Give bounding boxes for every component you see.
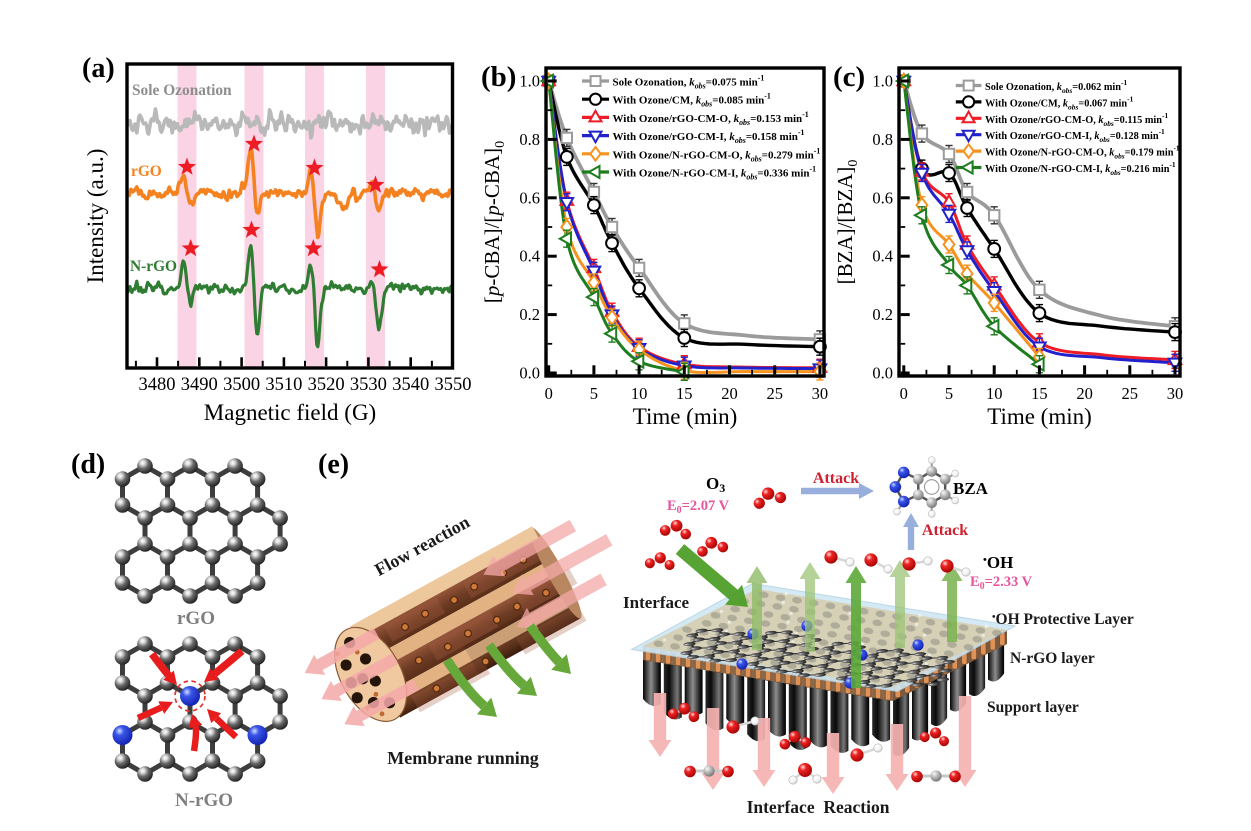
svg-text:25: 25 <box>766 384 783 403</box>
svg-text:rGO: rGO <box>177 608 215 629</box>
svg-text:With Ozone/rGO-CM-I, kobs=0.12: With Ozone/rGO-CM-I, kobs=0.128 min-1 <box>985 127 1165 144</box>
svg-text:3550: 3550 <box>435 375 472 395</box>
svg-text:3540: 3540 <box>392 375 429 395</box>
svg-text:3530: 3530 <box>350 375 387 395</box>
svg-text:0.0: 0.0 <box>519 364 540 383</box>
svg-text:•OH Protective Layer: •OH Protective Layer <box>992 611 1134 628</box>
svg-text:0: 0 <box>900 384 908 403</box>
svg-text:Membrane running: Membrane running <box>387 748 539 768</box>
svg-text:Attack: Attack <box>813 470 859 487</box>
svg-text:5: 5 <box>945 384 953 403</box>
svg-text:With Ozone/N-rGO-CM-I, kobs=0.: With Ozone/N-rGO-CM-I, kobs=0.336 min-1 <box>613 165 817 182</box>
svg-text:Magnetic field (G): Magnetic field (G) <box>204 400 376 425</box>
svg-text:10: 10 <box>986 384 1003 403</box>
svg-text:With Ozone/rGO-CM-O, kobs=0.15: With Ozone/rGO-CM-O, kobs=0.153 min-1 <box>613 110 809 127</box>
svg-text:3510: 3510 <box>265 375 302 395</box>
svg-text:0.2: 0.2 <box>519 305 540 324</box>
svg-text:Interface Reaction: Interface Reaction <box>747 797 890 817</box>
svg-text:Sole Ozonation: Sole Ozonation <box>132 82 232 99</box>
svg-text:With Ozone/N-rGO-CM-I, kobs=0.: With Ozone/N-rGO-CM-I, kobs=0.216 min-1 <box>985 160 1176 177</box>
svg-text:Sole Ozonation, kobs=0.075 min: Sole Ozonation, kobs=0.075 min-1 <box>613 74 765 91</box>
svg-text:3480: 3480 <box>139 375 176 395</box>
svg-text:N-rGO: N-rGO <box>130 258 177 275</box>
svg-text:15: 15 <box>676 384 693 403</box>
svg-text:E0=2.07 V: E0=2.07 V <box>667 498 730 516</box>
svg-text:Sole Ozonation, kobs=0.062 min: Sole Ozonation, kobs=0.062 min-1 <box>985 78 1127 95</box>
svg-text:Intensity (a.u.): Intensity (a.u.) <box>83 149 108 284</box>
svg-text:15: 15 <box>1031 384 1048 403</box>
svg-text:(e): (e) <box>318 449 349 480</box>
svg-text:30: 30 <box>812 384 829 403</box>
svg-text:With Ozone/N-rGO-CM-O, kobs=0.: With Ozone/N-rGO-CM-O, kobs=0.279 min-1 <box>613 146 821 163</box>
svg-text:0.8: 0.8 <box>872 130 893 149</box>
svg-text:20: 20 <box>721 384 738 403</box>
svg-text:1.0: 1.0 <box>872 72 893 91</box>
svg-text:3490: 3490 <box>181 375 218 395</box>
svg-text:E0=2.33 V: E0=2.33 V <box>970 574 1033 592</box>
svg-text:[BZA]/[BZA]0: [BZA]/[BZA]0 <box>833 160 861 285</box>
svg-text:0.6: 0.6 <box>872 188 893 207</box>
svg-text:(d): (d) <box>71 449 105 480</box>
svg-text:rGO: rGO <box>131 163 162 180</box>
svg-text:With Ozone/rGO-CM-I, kobs=0.15: With Ozone/rGO-CM-I, kobs=0.158 min-1 <box>613 128 805 145</box>
svg-text:1.0: 1.0 <box>519 72 540 91</box>
svg-text:25: 25 <box>1122 384 1139 403</box>
svg-text:0.2: 0.2 <box>872 305 893 324</box>
svg-text:Time (min): Time (min) <box>987 404 1092 429</box>
svg-text:0.4: 0.4 <box>872 247 893 266</box>
svg-text:0.6: 0.6 <box>519 188 540 207</box>
svg-text:With Ozone/CM, kobs=0.067 min-: With Ozone/CM, kobs=0.067 min-1 <box>985 94 1134 111</box>
svg-text:BZA: BZA <box>953 479 989 498</box>
svg-text:0.8: 0.8 <box>519 130 540 149</box>
svg-text:[p-CBA]/[p-CBA]0: [p-CBA]/[p-CBA]0 <box>480 141 508 303</box>
svg-text:(c): (c) <box>833 61 865 93</box>
svg-text:0.4: 0.4 <box>519 247 540 266</box>
svg-text:Attack: Attack <box>922 522 968 539</box>
svg-text:20: 20 <box>1076 384 1093 403</box>
svg-text:Interface: Interface <box>623 593 690 612</box>
svg-text:N-rGO layer: N-rGO layer <box>1010 650 1095 667</box>
svg-text:With Ozone/rGO-CM-O, kobs=0.11: With Ozone/rGO-CM-O, kobs=0.115 min-1 <box>985 111 1168 128</box>
svg-text:30: 30 <box>1167 384 1184 403</box>
svg-text:0.0: 0.0 <box>872 364 893 383</box>
svg-text:•OH: •OH <box>983 553 1013 572</box>
svg-text:With Ozone/CM, kobs=0.085 min-: With Ozone/CM, kobs=0.085 min-1 <box>613 92 771 109</box>
svg-text:10: 10 <box>631 384 648 403</box>
svg-text:5: 5 <box>590 384 598 403</box>
svg-text:With Ozone/N-rGO-CM-O, kobs=0.: With Ozone/N-rGO-CM-O, kobs=0.179 min-1 <box>985 144 1180 161</box>
svg-text:Support layer: Support layer <box>987 699 1079 716</box>
svg-text:(a): (a) <box>82 53 115 84</box>
svg-text:3520: 3520 <box>308 375 345 395</box>
svg-text:Time (min): Time (min) <box>633 404 738 429</box>
svg-text:3500: 3500 <box>223 375 260 395</box>
svg-text:(b): (b) <box>481 61 516 93</box>
svg-text:0: 0 <box>545 384 553 403</box>
svg-text:N-rGO: N-rGO <box>175 790 233 811</box>
